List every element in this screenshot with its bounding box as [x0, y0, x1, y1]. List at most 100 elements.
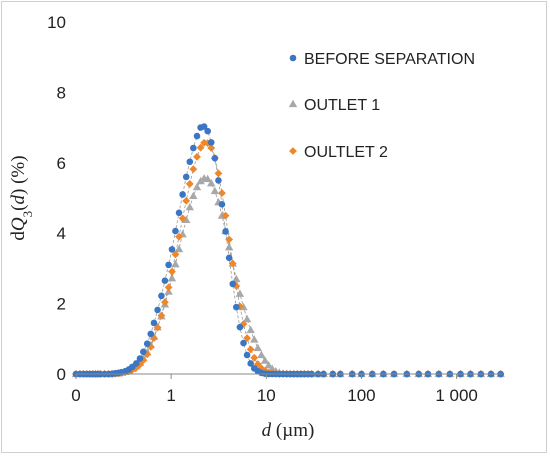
- x-tick-labels: 0 1 10 100 1 000: [71, 374, 478, 405]
- data-point: [225, 254, 233, 262]
- legend-marker: [289, 54, 297, 62]
- series-line: [76, 126, 501, 375]
- data-point: [242, 314, 252, 323]
- data-point: [225, 235, 234, 244]
- data-point: [200, 123, 208, 130]
- data-point: [154, 306, 161, 314]
- legend-label: BEFORE SEPARATION: [304, 51, 475, 68]
- data-point: [204, 127, 211, 135]
- data-point: [172, 227, 179, 235]
- y-tick-label: 0: [57, 365, 66, 384]
- data-point: [171, 259, 180, 268]
- data-point: [218, 201, 226, 208]
- data-marks: [71, 123, 505, 378]
- data-point: [185, 202, 194, 211]
- data-point: [232, 274, 241, 283]
- data-point: [228, 259, 237, 268]
- x-tick-label: 1 000: [435, 386, 478, 405]
- y-tick-label: 4: [57, 224, 66, 243]
- legend-label: OUTLET 1: [304, 97, 380, 114]
- data-point: [158, 292, 165, 300]
- data-point: [253, 343, 263, 352]
- data-point: [186, 158, 194, 166]
- data-point: [189, 165, 198, 174]
- data-point: [175, 232, 183, 241]
- data-point: [210, 186, 220, 195]
- data-point: [211, 154, 219, 162]
- series-2: [72, 138, 505, 378]
- data-point: [168, 246, 176, 253]
- legend-marker: [288, 99, 298, 108]
- y-tick-labels: 0 2 4 6 8 10: [47, 13, 66, 384]
- x-tick-label: 0: [71, 386, 80, 405]
- legend-marker: [289, 147, 297, 155]
- data-point: [207, 179, 216, 187]
- data-point: [185, 180, 194, 188]
- data-point: [143, 340, 151, 348]
- series-line: [76, 142, 501, 375]
- y-axis: 0 2 4 6 8 10: [47, 13, 66, 384]
- data-point: [246, 345, 255, 354]
- data-point: [236, 323, 244, 331]
- series-line: [76, 177, 501, 375]
- data-point: [260, 356, 270, 364]
- y-tick-label: 8: [57, 83, 66, 102]
- data-point: [174, 244, 184, 253]
- data-point: [218, 189, 226, 197]
- data-point: [164, 283, 173, 292]
- data-point: [189, 191, 198, 200]
- data-point: [178, 214, 187, 223]
- data-point: [161, 277, 169, 285]
- data-point: [214, 169, 223, 178]
- data-point: [192, 182, 202, 191]
- data-point: [196, 143, 205, 152]
- data-point: [175, 209, 183, 217]
- data-point: [243, 351, 251, 359]
- data-point: [229, 280, 237, 288]
- data-point: [171, 250, 180, 259]
- data-point: [190, 144, 197, 152]
- legend-label: OULTLET 2: [304, 144, 388, 161]
- data-point: [240, 339, 247, 347]
- y-axis-title: dQ3(d) (%): [8, 155, 35, 240]
- data-point: [140, 348, 147, 356]
- data-point: [200, 138, 209, 147]
- data-point: [157, 311, 166, 320]
- data-point: [179, 191, 186, 198]
- data-point: [168, 267, 176, 276]
- data-point: [264, 361, 273, 369]
- data-point: [203, 174, 212, 183]
- x-tick-label: 1: [166, 386, 175, 405]
- data-point: [222, 228, 229, 235]
- data-point: [233, 303, 240, 311]
- data-point: [250, 335, 259, 343]
- data-point: [193, 132, 201, 140]
- data-point: [243, 334, 251, 342]
- data-point: [250, 353, 259, 362]
- data-point: [246, 325, 255, 334]
- data-point: [132, 363, 141, 372]
- data-point: [161, 298, 169, 307]
- data-point: [257, 350, 266, 359]
- data-point: [207, 139, 215, 146]
- data-point: [247, 360, 254, 367]
- data-point: [150, 319, 158, 327]
- x-axis: 0 1 10 100 1 000: [71, 373, 502, 405]
- data-point: [136, 355, 144, 362]
- data-point: [235, 289, 245, 297]
- x-tick-label: 100: [347, 386, 375, 405]
- legend: BEFORE SEPARATION OUTLET 1 OULTLET 2: [288, 51, 475, 161]
- data-point: [182, 215, 191, 223]
- data-point: [167, 274, 177, 282]
- y-tick-label: 2: [57, 295, 66, 314]
- series-1: [71, 174, 505, 378]
- y-tick-label: 6: [57, 154, 66, 173]
- data-point: [182, 173, 190, 181]
- data-point: [132, 360, 140, 367]
- x-tick-label: 10: [257, 386, 276, 405]
- data-point: [215, 177, 222, 184]
- x-axis-title: d (µm): [262, 420, 315, 441]
- data-point: [232, 282, 241, 290]
